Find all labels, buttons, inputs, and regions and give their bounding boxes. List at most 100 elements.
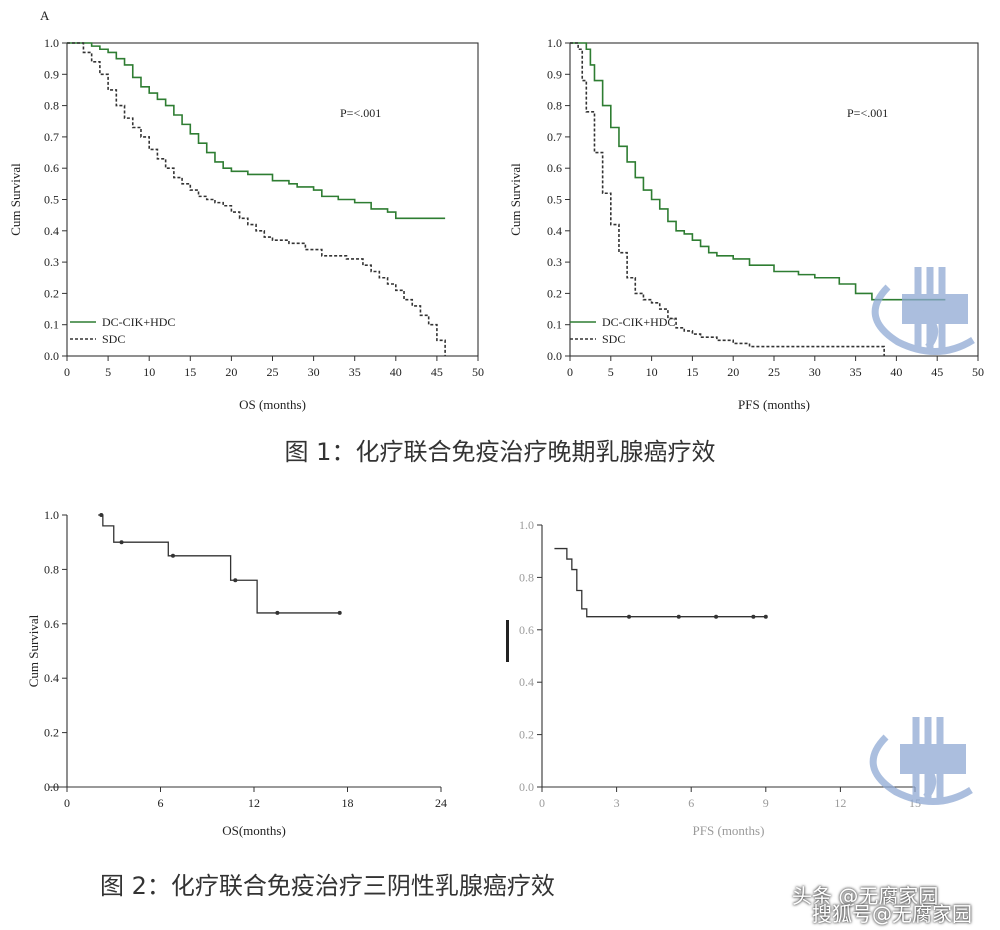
y-axis-label: Cum Survival bbox=[8, 163, 23, 236]
y-tick-label: 0.6 bbox=[44, 617, 59, 631]
censor-mark bbox=[751, 614, 756, 619]
x-tick-label: 5 bbox=[608, 365, 614, 379]
censor-mark bbox=[275, 610, 280, 615]
logo-watermark-2 bbox=[869, 717, 973, 805]
survival-curve-main bbox=[98, 514, 340, 614]
x-tick-label: 50 bbox=[972, 365, 984, 379]
y-tick-label: 0.8 bbox=[44, 562, 59, 576]
y-tick-label: 1.0 bbox=[44, 36, 59, 50]
censor-mark bbox=[233, 578, 238, 583]
pfs-survival-chart-advanced: 0 5 10 15 20 25 30 35 40 45 50 0.0 0.1 0.2 0.3 0.4 0.5 0.… bbox=[508, 36, 984, 412]
survival-curve-dc-cik-hdc bbox=[67, 42, 446, 220]
x-tick-label: 10 bbox=[143, 365, 155, 379]
y-tick-label: 0.2 bbox=[44, 726, 59, 740]
watermark-line1: 头条 @无腐家园 bbox=[792, 884, 939, 908]
y-tick-label: 0.5 bbox=[44, 193, 59, 207]
x-axis-label: PFS (months) bbox=[738, 397, 810, 412]
y-tick-label: 0.3 bbox=[547, 255, 562, 269]
watermark-line2: 搜狐号@无腐家园 bbox=[812, 902, 972, 926]
x-tick-label: 15 bbox=[686, 365, 698, 379]
x-tick-label: 30 bbox=[308, 365, 320, 379]
censor-mark bbox=[627, 614, 632, 619]
x-tick-label: 30 bbox=[809, 365, 821, 379]
censor-mark bbox=[763, 614, 768, 619]
y-tick-label: 1.0 bbox=[547, 36, 562, 50]
y-tick-label: 0.4 bbox=[44, 224, 59, 238]
x-tick-label: 45 bbox=[931, 365, 943, 379]
x-tick-label: 0 bbox=[64, 365, 70, 379]
y-tick-label: 0.1 bbox=[547, 318, 562, 332]
x-tick-label: 20 bbox=[225, 365, 237, 379]
y-tick-label: 1.0 bbox=[519, 518, 534, 532]
y-tick-label: 0.8 bbox=[44, 99, 59, 113]
p-value-annotation: P=<.001 bbox=[340, 106, 381, 120]
y-tick-label: 0.9 bbox=[547, 67, 562, 81]
y-tick-label: 0.4 bbox=[519, 675, 534, 689]
y-tick-label: 0.4 bbox=[547, 224, 562, 238]
x-tick-label: 24 bbox=[435, 796, 447, 810]
censor-mark bbox=[337, 610, 342, 615]
survival-curve-dc-cik-hdc bbox=[570, 42, 946, 301]
x-axis-label: OS(months) bbox=[222, 823, 286, 838]
y-tick-label: 0.8 bbox=[547, 99, 562, 113]
x-tick-label: 40 bbox=[890, 365, 902, 379]
x-tick-label: 20 bbox=[727, 365, 739, 379]
y-axis-label: Cum Survival bbox=[508, 163, 523, 236]
x-tick-label: 0 bbox=[64, 796, 70, 810]
y-tick-label: 0.6 bbox=[547, 161, 562, 175]
y-tick-label: 0.1 bbox=[44, 318, 59, 332]
y-tick-label: 0.2 bbox=[44, 286, 59, 300]
x-tick-label: 50 bbox=[472, 365, 484, 379]
x-tick-label: 12 bbox=[834, 796, 846, 810]
y-tick-label: 0.0 bbox=[44, 780, 59, 794]
x-tick-label: 25 bbox=[768, 365, 780, 379]
y-tick-label: 0.8 bbox=[519, 570, 534, 584]
y-tick-label: 0.0 bbox=[547, 349, 562, 363]
y-tick-label: 0.7 bbox=[547, 130, 562, 144]
x-tick-label: 25 bbox=[267, 365, 279, 379]
x-tick-label: 35 bbox=[349, 365, 361, 379]
x-tick-label: 12 bbox=[248, 796, 260, 810]
censor-mark bbox=[99, 513, 104, 517]
y-tick-label: 0.2 bbox=[519, 728, 534, 742]
x-tick-label: 35 bbox=[850, 365, 862, 379]
y-tick-label: 0.2 bbox=[547, 286, 562, 300]
x-axis-label: PFS (months) bbox=[693, 823, 765, 838]
y-tick-label: 0.7 bbox=[44, 130, 59, 144]
y-axis-mark bbox=[506, 620, 509, 662]
legend-label: SDC bbox=[102, 332, 125, 346]
survival-curve-sdc bbox=[570, 42, 885, 356]
figure1-caption: 图 1：化疗联合免疫治疗晚期乳腺癌疗效 bbox=[284, 438, 716, 466]
x-tick-label: 0 bbox=[539, 796, 545, 810]
survival-curve-sdc bbox=[67, 42, 446, 356]
censor-mark bbox=[170, 553, 175, 558]
x-tick-label: 5 bbox=[105, 365, 111, 379]
panel-tag: A bbox=[40, 8, 50, 23]
legend-label: DC-CIK+HDC bbox=[102, 315, 175, 329]
y-tick-label: 0.0 bbox=[44, 349, 59, 363]
y-tick-label: 0.9 bbox=[44, 67, 59, 81]
plot-frame bbox=[66, 42, 479, 357]
y-tick-label: 0.0 bbox=[519, 780, 534, 794]
y-tick-label: 0.5 bbox=[547, 193, 562, 207]
logo-watermark-1 bbox=[871, 267, 975, 355]
y-tick-label: 0.6 bbox=[519, 623, 534, 637]
y-tick-label: 0.3 bbox=[44, 255, 59, 269]
figure2-caption: 图 2：化疗联合免疫治疗三阴性乳腺癌疗效 bbox=[100, 872, 555, 900]
x-tick-label: 3 bbox=[614, 796, 620, 810]
legend-label: SDC bbox=[602, 332, 625, 346]
x-tick-label: 6 bbox=[688, 796, 694, 810]
x-tick-label: 15 bbox=[184, 365, 196, 379]
censor-mark bbox=[676, 614, 681, 619]
legend-label: DC-CIK+HDC bbox=[602, 315, 675, 329]
x-tick-label: 0 bbox=[567, 365, 573, 379]
censor-mark bbox=[119, 540, 124, 545]
x-tick-label: 40 bbox=[390, 365, 402, 379]
x-tick-label: 18 bbox=[342, 796, 354, 810]
x-tick-label: 6 bbox=[158, 796, 164, 810]
y-tick-label: 0.6 bbox=[44, 161, 59, 175]
os-survival-chart-advanced: A 0 5 10 15 20 25 30 35 40 45 50 0.0 0.1 0.2 0.3 0.4 0.5… bbox=[8, 8, 484, 412]
p-value-annotation: P=<.001 bbox=[847, 106, 888, 120]
x-tick-label: 10 bbox=[646, 365, 658, 379]
x-tick-label: 45 bbox=[431, 365, 443, 379]
